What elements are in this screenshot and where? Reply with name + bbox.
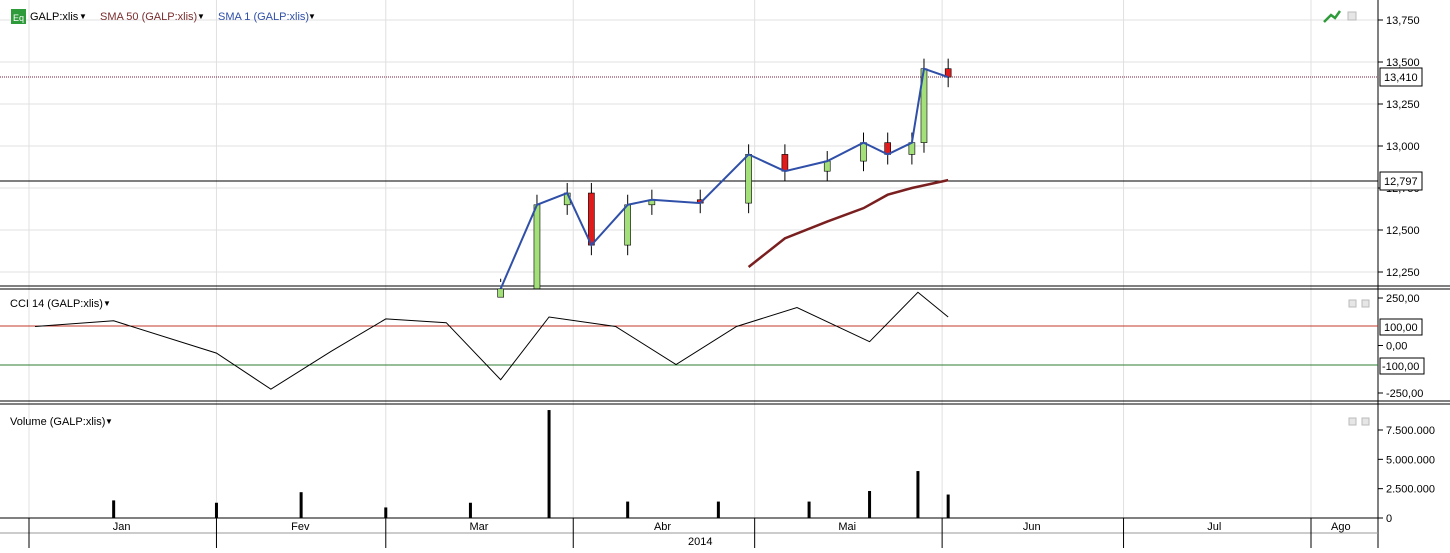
- cci-close-icon[interactable]: [1361, 299, 1370, 308]
- sma1-line: [499, 67, 949, 290]
- volume-bar: [384, 507, 388, 518]
- volume-panel: Volume (GALP:xlis) ▼ 7.500.000 5.000.000 2…: [10, 410, 1435, 525]
- volume-bar: [547, 410, 551, 518]
- volume-bar: [214, 502, 218, 518]
- volume-bar: [807, 501, 811, 518]
- cci-maximize-icon[interactable]: [1348, 299, 1357, 308]
- symbol-badge-icon[interactable]: [11, 9, 26, 24]
- legend-symbol[interactable]: GALP:xlis: [30, 11, 79, 23]
- cci-tick-label: 250,00: [1386, 293, 1420, 305]
- volume-bar: [299, 492, 303, 518]
- volume-bar: [946, 494, 950, 518]
- candle-body: [781, 154, 789, 172]
- price-tick-label: 12,500: [1386, 225, 1420, 237]
- volume-tick-label: 0: [1386, 513, 1392, 525]
- volume-close-icon[interactable]: [1361, 417, 1370, 426]
- cci-lower-band-marker: -100,00: [1379, 357, 1425, 375]
- sma50-value-label: 12,797: [1384, 176, 1418, 188]
- price-tick-label: 13,000: [1386, 141, 1420, 153]
- cci-legend-dropdown-icon[interactable]: ▼: [103, 299, 111, 308]
- grid-lines: [0, 0, 1378, 518]
- price-legend: Eq GALP:xlis ▼ SMA 50 (GALP:xlis) ▼ SMA …: [11, 9, 316, 24]
- price-tick-label: 13,750: [1386, 15, 1420, 27]
- cci-upper-band-label: 100,00: [1384, 322, 1418, 334]
- symbol-badge-text: Eq: [13, 13, 24, 23]
- volume-tick-label: 2.500.000: [1386, 484, 1435, 496]
- sma50-line: [747, 178, 949, 268]
- candle-body: [497, 288, 504, 298]
- volume-legend-dropdown-icon[interactable]: ▼: [105, 417, 113, 426]
- candlesticks: [497, 58, 952, 298]
- last-price-marker: 13,410: [1379, 67, 1423, 87]
- legend-sma1-dropdown-icon[interactable]: ▼: [308, 12, 316, 21]
- legend-sma50-dropdown-icon[interactable]: ▼: [197, 12, 205, 21]
- legend-sma1[interactable]: SMA 1 (GALP:xlis): [218, 11, 309, 23]
- month-label: Fev: [291, 521, 310, 533]
- cci-line: [35, 291, 949, 390]
- month-label: Jan: [113, 521, 131, 533]
- price-tick-label: 12,250: [1386, 267, 1420, 279]
- month-label: Mai: [838, 521, 856, 533]
- volume-bar: [626, 501, 630, 518]
- legend-sma50[interactable]: SMA 50 (GALP:xlis): [100, 11, 197, 23]
- candle-body: [533, 204, 541, 290]
- year-label: 2014: [688, 536, 712, 548]
- volume-bar: [868, 491, 872, 518]
- volume-bars: [112, 410, 950, 518]
- maximize-icon[interactable]: [1347, 11, 1357, 21]
- volume-tick-label: 7.500.000: [1386, 425, 1435, 437]
- cci-axis: 250,00 0,00 -250,00: [1378, 293, 1423, 400]
- price-panel: Eq GALP:xlis ▼ SMA 50 (GALP:xlis) ▼ SMA …: [0, 9, 1423, 298]
- candle-body: [624, 204, 631, 246]
- cci-upper-band-marker: 100,00: [1379, 318, 1423, 336]
- month-label: Jul: [1207, 521, 1221, 533]
- trend-tool-icon[interactable]: [1323, 10, 1342, 23]
- month-label: Mar: [470, 521, 489, 533]
- volume-bar: [112, 500, 116, 518]
- month-label: Ago: [1331, 521, 1351, 533]
- month-label: Abr: [654, 521, 671, 533]
- cci-lower-band-label: -100,00: [1382, 361, 1419, 373]
- cci-panel: CCI 14 (GALP:xlis) ▼ 250,00 0,00 -250,00 1…: [0, 291, 1425, 400]
- cci-tick-label: 0,00: [1386, 341, 1407, 353]
- volume-axis: 7.500.000 5.000.000 2.500.000 0: [1378, 425, 1435, 525]
- volume-bar: [916, 471, 920, 518]
- month-label: Jun: [1023, 521, 1041, 533]
- last-price-label: 13,410: [1384, 72, 1418, 84]
- candle-body: [588, 192, 595, 246]
- volume-legend[interactable]: Volume (GALP:xlis): [10, 416, 105, 428]
- cci-tick-label: -250,00: [1386, 388, 1423, 400]
- cci-legend[interactable]: CCI 14 (GALP:xlis): [10, 298, 103, 310]
- volume-tick-label: 5.000.000: [1386, 454, 1435, 466]
- volume-bar: [716, 501, 720, 518]
- volume-maximize-icon[interactable]: [1348, 417, 1357, 426]
- price-tick-label: 13,250: [1386, 99, 1420, 111]
- volume-bar: [468, 502, 472, 518]
- price-tick-label: 13,500: [1386, 57, 1420, 69]
- legend-symbol-dropdown-icon[interactable]: ▼: [79, 12, 87, 21]
- time-axis: Jan Fev Mar Abr Mai Jun Jul Ago: [28, 518, 1351, 548]
- sma50-value-marker: 12,797: [1379, 171, 1423, 191]
- candle-body: [745, 154, 752, 204]
- candle-body: [860, 142, 867, 162]
